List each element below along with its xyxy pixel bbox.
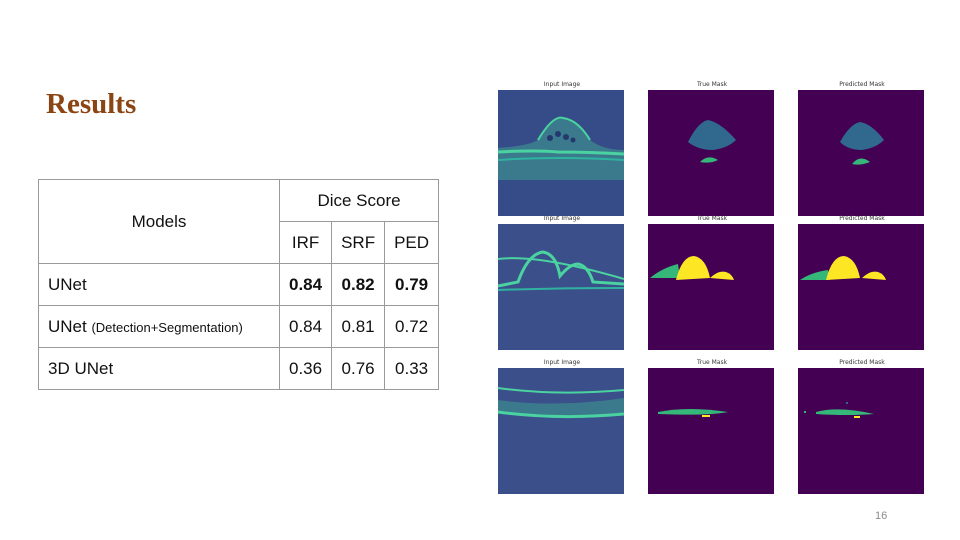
ped-value: 0.72 xyxy=(384,305,440,348)
srf-value: 0.76 xyxy=(331,347,386,390)
true-mask-caption: True Mask xyxy=(696,359,728,366)
predicted-mask-caption: Predicted Mask xyxy=(839,215,885,222)
irf-value: 0.84 xyxy=(278,263,333,306)
results-table: Models Dice Score IRF SRF PED UNet 0.84 … xyxy=(38,179,440,390)
mask-image xyxy=(648,90,774,216)
table-header-row: Models Dice Score xyxy=(38,179,440,264)
table-row: UNet (Detection+Segmentation) 0.84 0.81 … xyxy=(38,305,440,348)
model-name: 3D UNet xyxy=(48,358,114,378)
true-mask-caption: True Mask xyxy=(696,215,728,222)
true-mask-3: True Mask xyxy=(648,358,776,499)
page-number: 16 xyxy=(875,510,888,522)
input-image-1: Input Image xyxy=(497,80,626,221)
mask-image xyxy=(798,368,924,494)
slide-title: Results xyxy=(46,88,137,120)
model-name: UNet xyxy=(48,274,87,294)
model-name: UNet xyxy=(48,316,87,336)
mask-image xyxy=(648,224,774,350)
irf-header: IRF xyxy=(278,221,333,264)
model-name-cell: 3D UNet xyxy=(38,347,280,390)
models-header: Models xyxy=(38,179,280,264)
dice-score-header: Dice Score xyxy=(278,179,440,222)
predicted-mask-2: Predicted Mask xyxy=(798,214,926,355)
input-image-caption: Input Image xyxy=(543,81,581,88)
ped-value: 0.33 xyxy=(384,347,440,390)
mask-image xyxy=(648,368,774,494)
table-subheader-row: IRF SRF PED xyxy=(39,221,440,264)
predicted-mask-3: Predicted Mask xyxy=(798,358,926,499)
true-mask-1: True Mask xyxy=(648,80,776,221)
true-mask-caption: True Mask xyxy=(696,81,728,88)
input-image-caption: Input Image xyxy=(543,215,581,222)
srf-value: 0.82 xyxy=(331,263,386,306)
oct-scan-image xyxy=(497,368,625,494)
irf-value: 0.84 xyxy=(278,305,333,348)
irf-value: 0.36 xyxy=(278,347,333,390)
mask-image xyxy=(798,90,924,216)
srf-header: SRF xyxy=(331,221,386,264)
predicted-mask-caption: Predicted Mask xyxy=(839,359,885,366)
true-mask-2: True Mask xyxy=(648,214,776,355)
table-row: 3D UNet 0.36 0.76 0.33 xyxy=(38,347,440,390)
ped-header: PED xyxy=(384,221,440,264)
ped-value: 0.79 xyxy=(384,263,440,306)
model-name-cell: UNet xyxy=(38,263,280,306)
input-image-2: Input Image xyxy=(497,214,626,355)
srf-value: 0.81 xyxy=(331,305,386,348)
oct-scan-image xyxy=(497,90,625,216)
model-name-suffix: (Detection+Segmentation) xyxy=(91,319,243,335)
input-image-3: Input Image xyxy=(497,358,626,499)
input-image-caption: Input Image xyxy=(543,359,581,366)
oct-scan-image xyxy=(497,224,625,350)
predicted-mask-caption: Predicted Mask xyxy=(839,81,885,88)
mask-image xyxy=(798,224,924,350)
table-row: UNet 0.84 0.82 0.79 xyxy=(38,263,440,306)
model-name-cell: UNet (Detection+Segmentation) xyxy=(38,305,280,348)
predicted-mask-1: Predicted Mask xyxy=(798,80,926,221)
